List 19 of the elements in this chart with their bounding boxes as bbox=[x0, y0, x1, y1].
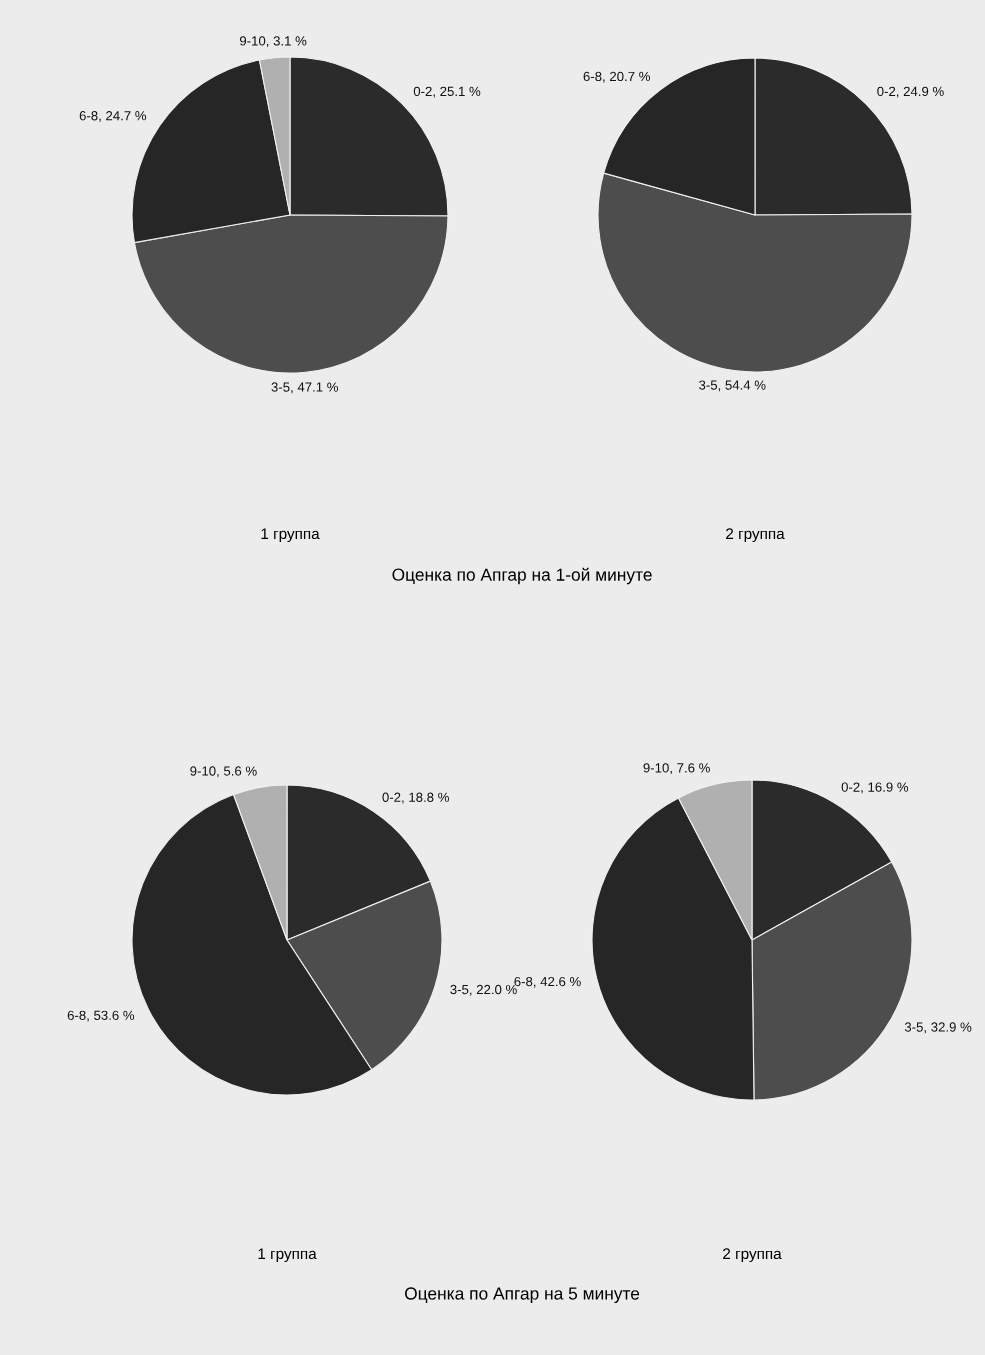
text: Оценка по Апгар на 1-ой минуте bbox=[392, 567, 652, 585]
text: 2 группа bbox=[723, 1248, 782, 1263]
text: 1 группа bbox=[261, 528, 320, 543]
slice-label: 3-5, 47.1 % bbox=[271, 382, 338, 394]
slice-label: 9-10, 7.6 % bbox=[643, 763, 710, 775]
slice-label: 0-2, 16.9 % bbox=[841, 782, 909, 794]
slice-label: 3-5, 32.9 % bbox=[904, 1022, 972, 1034]
slice-label: 0-2, 24.9 % bbox=[877, 86, 944, 98]
slice-label: 9-10, 5.6 % bbox=[190, 766, 257, 778]
slice-label: 0-2, 18.8 % bbox=[382, 792, 449, 804]
text: Оценка по Апгар на 5 минуте bbox=[405, 1287, 640, 1304]
text: 2 группа bbox=[726, 528, 785, 543]
slice-label: 6-8, 24.7 % bbox=[79, 111, 147, 122]
slice-label: 6-8, 20.7 % bbox=[583, 71, 650, 83]
slice-label: 9-10, 3.1 % bbox=[239, 36, 307, 48]
slice-label: 6-8, 53.6 % bbox=[67, 1010, 135, 1022]
text: 1 группа bbox=[258, 1248, 317, 1263]
slice-label: 3-5, 54.4 % bbox=[699, 380, 766, 392]
slice-label: 0-2, 25.1 % bbox=[413, 86, 481, 98]
